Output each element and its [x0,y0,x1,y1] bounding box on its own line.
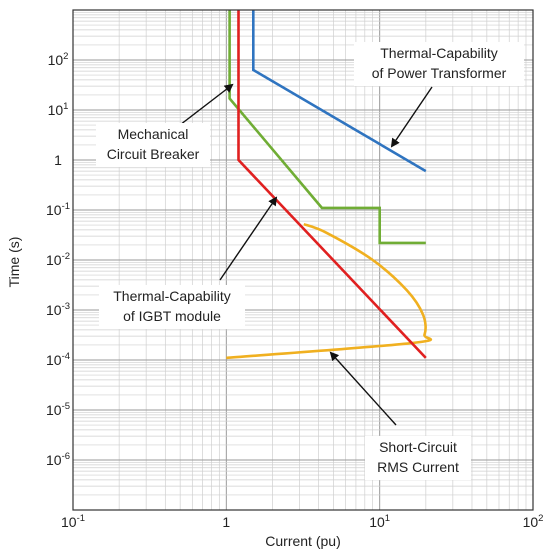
annotation-background [96,123,210,167]
annotation-breaker-line: Mechanical [118,126,189,142]
y-tick-label: 1 [54,152,62,168]
annotation-arrow-transformer [390,86,433,148]
annotation-transformer-line: of Power Transformer [372,65,507,81]
plot-frame [72,9,534,511]
annotation-arrow-short-circuit [329,351,397,426]
x-tick-label: 10-1 [61,513,85,530]
annotation-arrow-igbt [219,196,278,281]
x-tick-label: 102 [523,513,544,530]
y-tick-label: 101 [48,101,69,118]
annotation-background [365,436,471,480]
y-tick-label: 10-2 [46,251,70,268]
y-tick-label: 10-6 [46,451,70,468]
x-tick-label: 101 [369,513,390,530]
x-axis-title: Current (pu) [265,533,340,549]
annotation-transformer-line: Thermal-Capability [380,45,497,61]
y-tick-label: 10-1 [46,201,70,218]
tick-labels: 10-1 1 101 102 102 101 1 10-1 10-2 10-3 10-4 10-5 10… [46,51,543,530]
annotation-igbt-line: of IGBT module [123,308,221,324]
y-tick-label: 102 [48,51,69,68]
x-tick-label: 1 [222,514,230,530]
annotation-background [99,285,245,329]
y-tick-label: 10-3 [46,301,70,318]
annotation-background [354,42,524,86]
annotation-short-circuit-line: RMS Current [377,459,459,475]
y-tick-label: 10-4 [46,351,70,368]
series-short-circuit [226,222,432,360]
series-breaker [228,10,426,245]
series-igbt [237,10,427,359]
series-transformer [252,10,427,173]
annotation-arrow-breaker [175,83,234,129]
y-tick-label: 10-5 [46,401,70,418]
y-axis-title: Time (s) [6,237,22,288]
annotation-igbt-line: Thermal-Capability [113,288,230,304]
annotation-layer: Thermal-Capability of Power Transformer Me… [96,42,524,480]
annotation-short-circuit-line: Short-Circuit [379,439,457,455]
series-layer [226,10,432,360]
annotation-breaker-line: Circuit Breaker [107,146,200,162]
